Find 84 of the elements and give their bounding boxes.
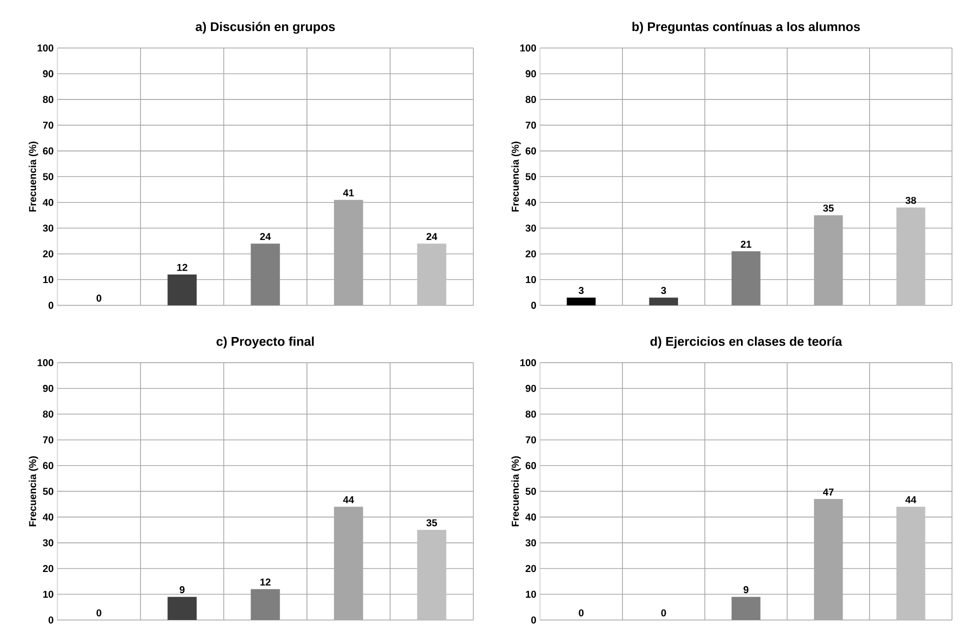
bar	[732, 596, 760, 620]
y-tick-label: 10	[526, 276, 536, 284]
y-tick-label: 20	[526, 564, 536, 572]
y-tick-label: 40	[42, 198, 54, 206]
y-tick-label: 70	[526, 122, 536, 129]
y-tick-label: 10	[43, 590, 54, 598]
data-label: 3	[578, 286, 584, 294]
y-tick-label: 0	[48, 302, 54, 309]
y-axis-title: Frecuencia (%)	[511, 456, 521, 526]
bar	[732, 251, 760, 306]
data-label: 3	[661, 286, 666, 294]
chart-title: a) Discusión en grupos	[196, 22, 335, 34]
y-tick-label: 100	[520, 359, 536, 366]
bar	[417, 530, 446, 620]
bar	[896, 506, 926, 620]
data-label: 0	[96, 294, 102, 302]
bar	[896, 208, 926, 306]
y-tick-label: 10	[43, 276, 54, 284]
bar	[250, 244, 280, 306]
y-tick-label: 10	[526, 590, 536, 598]
y-tick-label: 100	[38, 44, 54, 52]
data-label: 0	[661, 609, 666, 616]
y-tick-label: 90	[526, 70, 536, 78]
y-tick-label: 60	[526, 147, 536, 154]
y-tick-label: 100	[520, 44, 536, 52]
y-tick-label: 40	[525, 198, 536, 206]
y-tick-label: 60	[42, 147, 54, 154]
data-label: 9	[180, 586, 185, 594]
data-label: 35	[823, 204, 834, 212]
y-tick-label: 20	[42, 564, 54, 572]
data-label: 12	[177, 264, 188, 271]
data-label: 24	[426, 232, 438, 240]
chart-title: b) Preguntas contínuas a los alumnos	[632, 22, 860, 34]
y-tick-label: 20	[42, 250, 54, 258]
y-tick-label: 90	[42, 384, 54, 392]
y-tick-label: 20	[526, 250, 536, 258]
y-tick-label: 70	[43, 436, 54, 444]
y-tick-label: 80	[526, 96, 536, 104]
data-label: 44	[343, 496, 354, 504]
y-tick-label: 30	[42, 224, 54, 232]
data-label: 24	[260, 232, 271, 240]
y-tick-label: 70	[526, 436, 536, 444]
y-tick-label: 60	[42, 462, 54, 470]
bar	[168, 596, 197, 620]
y-axis-title: Frecuencia (%)	[511, 142, 521, 212]
bar	[250, 589, 280, 620]
y-tick-label: 50	[42, 488, 54, 495]
data-label: 9	[744, 586, 748, 594]
bar	[649, 298, 678, 306]
bar	[168, 274, 197, 306]
y-tick-label: 50	[526, 488, 536, 495]
y-tick-label: 0	[531, 302, 536, 309]
y-tick-label: 100	[38, 359, 54, 366]
bar	[566, 298, 596, 306]
chart-title: d) Ejercicios en clases de teoría	[650, 336, 842, 348]
data-label: 21	[740, 240, 752, 248]
y-tick-label: 90	[42, 70, 54, 78]
y-tick-label: 30	[42, 539, 54, 546]
y-tick-label: 80	[42, 96, 54, 104]
data-label: 35	[426, 519, 438, 526]
data-label: 0	[96, 609, 102, 616]
bar	[417, 244, 446, 306]
y-tick-label: 40	[525, 514, 536, 521]
y-tick-label: 40	[42, 514, 54, 521]
y-tick-label: 30	[526, 539, 536, 546]
data-label: 0	[578, 609, 584, 616]
data-label: 44	[905, 496, 916, 504]
y-tick-label: 80	[42, 410, 54, 418]
y-tick-label: 70	[43, 122, 54, 129]
y-axis-title: Frecuencia (%)	[28, 142, 38, 212]
y-tick-label: 30	[526, 224, 536, 232]
y-tick-label: 60	[526, 462, 536, 470]
y-tick-label: 50	[42, 173, 54, 180]
y-tick-label: 80	[526, 410, 536, 418]
y-tick-label: 0	[531, 616, 536, 624]
y-axis-title: Frecuencia (%)	[28, 456, 38, 526]
data-label: 38	[905, 196, 916, 204]
chart-title: c) Proyecto final	[216, 336, 314, 348]
y-tick-label: 90	[526, 384, 536, 392]
data-label: 41	[343, 189, 354, 196]
y-tick-label: 0	[48, 616, 54, 624]
y-tick-label: 50	[526, 173, 536, 180]
data-label: 12	[260, 578, 270, 586]
data-label: 47	[822, 488, 834, 496]
